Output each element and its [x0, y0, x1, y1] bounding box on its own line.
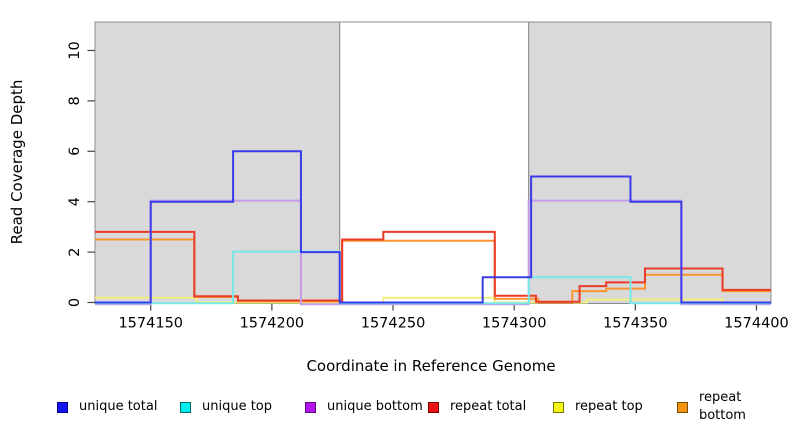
- x-tick-label: 1574400: [724, 316, 789, 332]
- legend-item-repeat-bottom: repeat bottom: [677, 390, 792, 423]
- x-axis-title: Coordinate in Reference Genome: [306, 357, 556, 375]
- y-axis-title: Read Coverage Depth: [8, 79, 26, 245]
- legend-label: unique top: [202, 399, 273, 414]
- coverage-plot-canvas: 1574150 1574200 1574250 1574300 1574350 15744…: [67, 21, 789, 332]
- legend-item-unique-bottom: unique bottom: [305, 398, 423, 416]
- repeat-total-swatch-icon: [428, 401, 439, 413]
- repeat-top-swatch-icon: [553, 401, 564, 413]
- repeat-bottom-swatch-icon: [677, 401, 688, 413]
- x-tick-label: 1574350: [603, 316, 668, 332]
- region-shaded-left: [94, 21, 341, 304]
- unique-bottom-swatch-icon: [305, 401, 316, 413]
- series-line-repeat-top: [95, 296, 771, 304]
- legend-item-repeat-top: repeat top: [553, 398, 643, 416]
- y-tick-label: 10: [67, 41, 83, 59]
- series-line-unique-total: [95, 150, 771, 304]
- x-tick-label: 1574200: [240, 316, 305, 332]
- y-tick-label: 2: [67, 247, 83, 256]
- unique-total-swatch-icon: [57, 401, 68, 413]
- legend-label: repeat top: [575, 399, 643, 414]
- legend-item-unique-total: unique total: [57, 398, 157, 416]
- series-line-repeat-total: [95, 230, 771, 303]
- x-tick-label: 1574300: [482, 316, 547, 332]
- region-shaded-right: [528, 21, 772, 304]
- unique-top-swatch-icon: [180, 401, 191, 413]
- legend-label: unique total: [79, 399, 158, 414]
- legend-label: repeat bottom: [698, 390, 746, 423]
- legend-item-unique-top: unique top: [180, 398, 272, 416]
- y-tick-label: 0: [67, 298, 83, 307]
- y-tick-label: 4: [67, 197, 83, 206]
- legend-label: repeat total: [450, 399, 527, 414]
- x-tick-label: 1574250: [361, 316, 426, 332]
- x-tick-label: 1574150: [118, 316, 183, 332]
- legend-label: unique bottom: [327, 399, 423, 414]
- y-tick-label: 6: [67, 147, 83, 156]
- legend-item-repeat-total: repeat total: [428, 398, 526, 416]
- y-tick-label: 8: [67, 96, 83, 105]
- legend: unique total unique top unique bottom re…: [0, 390, 792, 423]
- region-white-middle: [339, 21, 530, 304]
